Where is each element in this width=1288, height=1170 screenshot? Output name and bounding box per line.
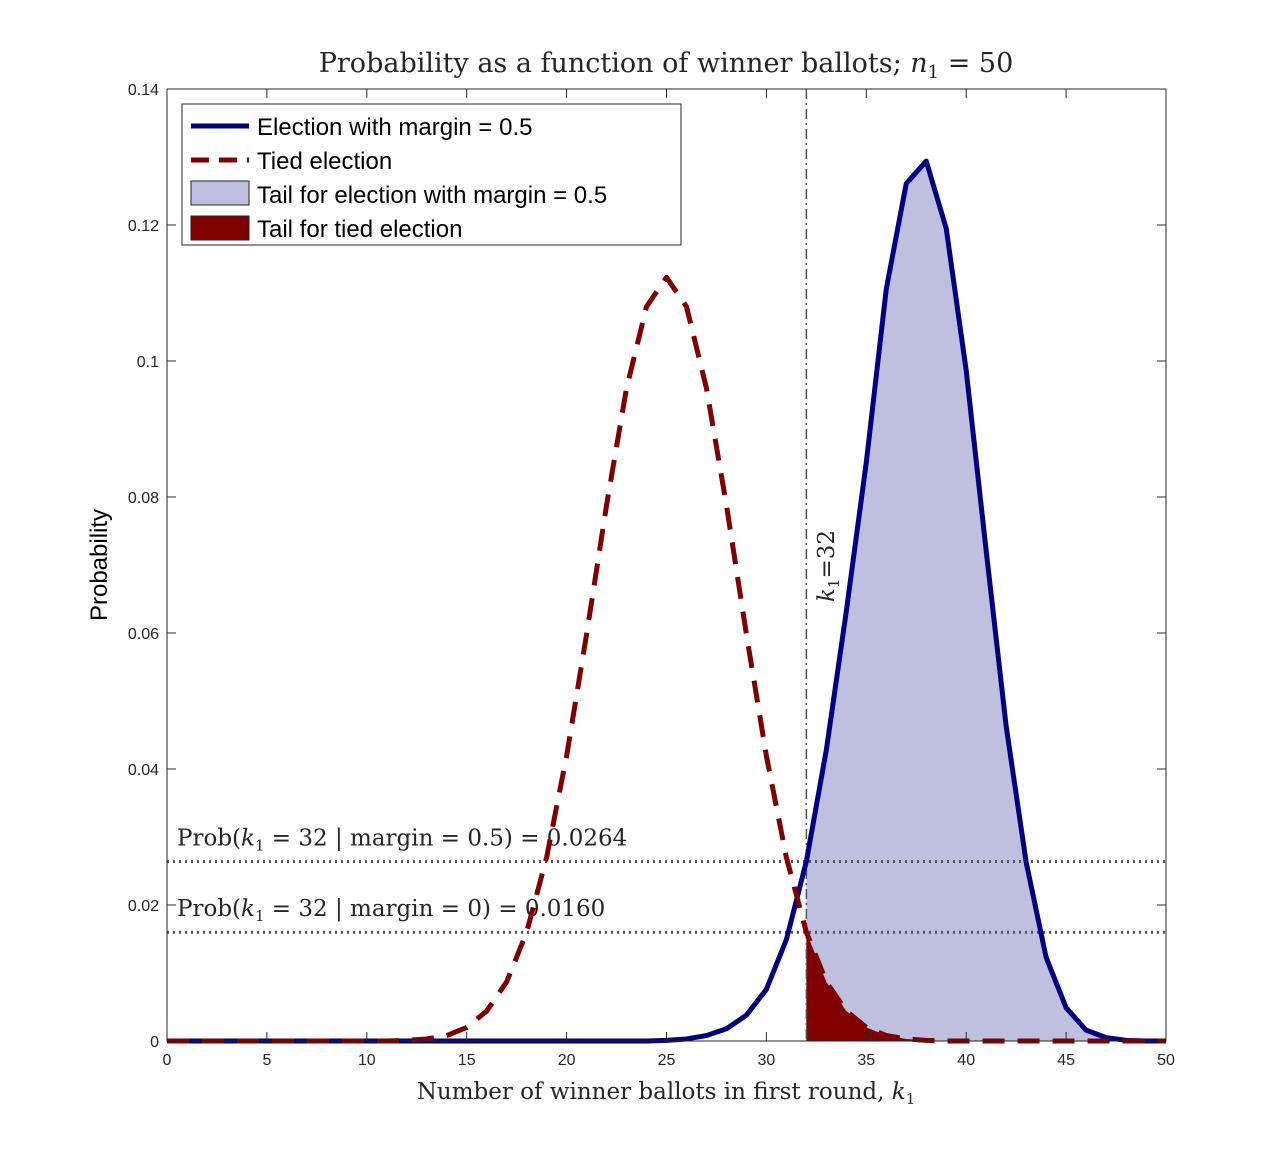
tail-fill-1 (806, 932, 1166, 1041)
y-tick-label-0: 0 (150, 1034, 159, 1051)
y-axis-label: Probability (86, 509, 113, 621)
hline-label-1: Prob(k1 = 32 | margin = 0) = 0.0160 (177, 896, 605, 925)
x-tick-label-3: 15 (458, 1052, 476, 1069)
legend-label-tied-tail: Tail for tied election (257, 216, 462, 243)
x-tick-label-8: 40 (957, 1052, 975, 1069)
x-tick-label-6: 30 (758, 1052, 776, 1069)
hline-label-0: Prob(k1 = 32 | margin = 0.5) = 0.0264 (177, 825, 627, 854)
chart-title: Probability as a function of winner ball… (319, 48, 1014, 83)
legend-swatch-margin-tail (190, 180, 250, 206)
x-tick-label-2: 10 (358, 1052, 376, 1069)
x-tick-label-10: 50 (1157, 1052, 1175, 1069)
legend-swatch-tied-tail (190, 215, 250, 241)
x-tick-label-7: 35 (857, 1052, 875, 1069)
x-axis-ticks: 0 5 10 15 20 25 30 35 40 45 50 (163, 89, 1175, 1069)
x-tick-label-5: 25 (658, 1052, 676, 1069)
y-tick-label-6: 0.12 (128, 218, 159, 235)
legend-box (181, 103, 682, 246)
threshold-label: k1=32 (814, 530, 843, 602)
y-tick-label-5: 0.1 (137, 354, 159, 371)
reference-lines: Prob(k1 = 32 | margin = 0.5) = 0.0264 Pro… (167, 89, 1166, 1041)
x-tick-label-0: 0 (163, 1052, 172, 1069)
y-tick-label-1: 0.02 (128, 898, 159, 915)
legend-label-margin-tail: Tail for election with margin = 0.5 (257, 182, 607, 209)
y-tick-label-3: 0.06 (128, 626, 159, 643)
x-tick-label-1: 5 (262, 1052, 271, 1069)
tail-fills (806, 161, 1166, 1041)
y-tick-label-7: 0.14 (128, 82, 159, 99)
tail-fill-0 (806, 161, 1166, 1041)
legend-label-margin-line: Election with margin = 0.5 (257, 114, 532, 141)
y-tick-label-2: 0.04 (128, 762, 159, 779)
legend-label-tied-line: Tied election (257, 148, 392, 175)
x-tick-label-9: 45 (1057, 1052, 1075, 1069)
x-tick-label-4: 20 (558, 1052, 576, 1069)
x-axis-label: Number of winner ballots in first round,… (417, 1079, 915, 1108)
legend: Election with margin = 0.5 Tied election… (181, 103, 682, 246)
y-axis-ticks: 0 0.02 0.04 0.06 0.08 0.1 0.12 0.14 (128, 82, 1166, 1051)
y-tick-label-4: 0.08 (128, 490, 159, 507)
